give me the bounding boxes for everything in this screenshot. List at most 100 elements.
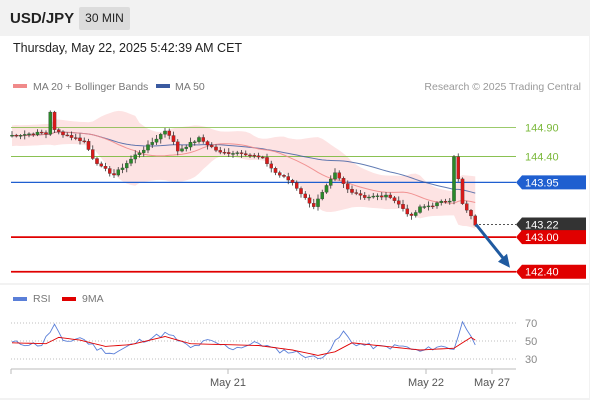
bear-candle-body (201, 137, 205, 142)
candle (341, 176, 346, 189)
candle (69, 131, 74, 141)
bear-candle-body (218, 150, 222, 153)
candle (350, 185, 354, 195)
candle (333, 168, 337, 182)
bull-candle-body (367, 196, 371, 199)
chart-panel (0, 36, 589, 398)
bull-candle-body (150, 142, 154, 145)
candle (379, 192, 384, 201)
candle (146, 140, 150, 154)
candle (40, 129, 44, 135)
price-tag-shape (516, 264, 586, 279)
candle (14, 133, 18, 138)
resistance-level-label: 144.40 (525, 151, 559, 163)
candle (239, 150, 244, 158)
candle (439, 199, 443, 206)
candle (192, 140, 197, 146)
candle (205, 140, 210, 150)
bear-candle-body (469, 210, 473, 217)
candle (443, 198, 448, 204)
candle (452, 154, 456, 205)
candle (396, 196, 401, 209)
bull-candle-body (197, 137, 201, 142)
candle (35, 129, 40, 137)
candle (129, 155, 133, 167)
candle (188, 137, 193, 151)
bear-candle-body (239, 152, 244, 154)
bear-candle-body (74, 137, 78, 139)
bear-candle-body (456, 156, 460, 180)
candle (316, 194, 320, 211)
support-price-tag: 143.00 (516, 230, 586, 245)
bear-candle-body (91, 149, 95, 159)
candle (367, 194, 371, 201)
candle (320, 189, 324, 201)
candle (154, 135, 159, 145)
candle (167, 128, 171, 140)
timeframe-button[interactable]: 30 MIN (79, 7, 130, 30)
copyright-label: Research © 2025 Trading Central (424, 81, 581, 93)
ma20-legend-swatch (13, 84, 27, 88)
bull-candle-body (22, 134, 27, 136)
bear-candle-body (396, 200, 401, 205)
candle (18, 134, 23, 140)
candle (311, 198, 316, 210)
candle (388, 192, 392, 200)
bear-candle-body (209, 144, 214, 148)
bear-candle-body (99, 163, 104, 167)
bull-candle-body (384, 194, 388, 198)
bull-candle-body (116, 169, 121, 176)
candle (294, 180, 299, 191)
candle (413, 210, 418, 218)
ma20-line (11, 131, 476, 204)
bull-candle-body (439, 200, 443, 203)
candle (222, 148, 227, 155)
bull-candle-body (188, 142, 193, 148)
candles (10, 110, 477, 227)
bear-candle-body (243, 153, 248, 156)
candle (82, 137, 87, 144)
bear-candle-body (337, 172, 341, 179)
moving-averages (11, 131, 476, 204)
candle (158, 132, 163, 144)
symbol-title: USD/JPY (10, 10, 75, 27)
bear-candle-body (303, 193, 307, 198)
candle (460, 177, 465, 205)
ma20-legend-label: MA 20 + Bollinger Bands (33, 81, 148, 93)
bear-candle-body (175, 141, 180, 152)
candle (265, 153, 269, 167)
candle (252, 153, 256, 159)
candle (184, 144, 188, 152)
bull-candle-body (324, 185, 329, 193)
ma50-legend-swatch (156, 84, 170, 88)
candle (269, 160, 273, 173)
rsi-ma-legend-label: 9MA (82, 293, 104, 305)
bull-candle-body (133, 154, 137, 160)
candle (10, 131, 14, 138)
candle (286, 172, 290, 185)
bear-candle-body (52, 111, 57, 130)
bear-candle-body (405, 208, 409, 215)
bear-candle-body (307, 197, 312, 204)
candle (226, 148, 231, 158)
candle (214, 144, 218, 153)
rsi-ma-legend-swatch (62, 297, 76, 301)
bear-candle-body (409, 213, 414, 216)
bear-candle-body (57, 129, 61, 132)
bear-candle-body (354, 192, 358, 194)
rsi-legend-label: RSI (33, 293, 51, 305)
bollinger-band (12, 110, 476, 229)
bear-candle-body (167, 130, 171, 136)
bull-candle-body (235, 152, 239, 154)
bear-candle-body (222, 152, 227, 154)
bear-candle-body (358, 193, 363, 196)
bear-candle-body (226, 152, 231, 154)
candle (358, 189, 363, 200)
candle (120, 163, 125, 174)
candle (150, 137, 154, 149)
bear-candle-body (171, 135, 176, 142)
bear-candle-body (388, 194, 392, 198)
bull-candle-body (184, 146, 188, 149)
candle (95, 157, 99, 166)
